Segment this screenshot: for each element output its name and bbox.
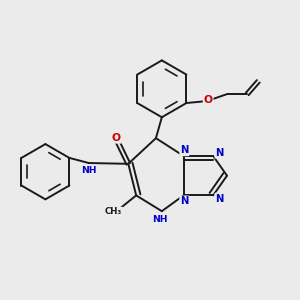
Text: N: N bbox=[215, 148, 224, 158]
Text: CH₃: CH₃ bbox=[105, 208, 122, 217]
Text: NH: NH bbox=[81, 166, 97, 175]
Text: N: N bbox=[180, 196, 188, 206]
Text: NH: NH bbox=[152, 214, 168, 224]
Text: O: O bbox=[112, 133, 121, 143]
Text: N: N bbox=[180, 146, 188, 155]
Text: N: N bbox=[215, 194, 224, 204]
Text: O: O bbox=[204, 95, 213, 105]
